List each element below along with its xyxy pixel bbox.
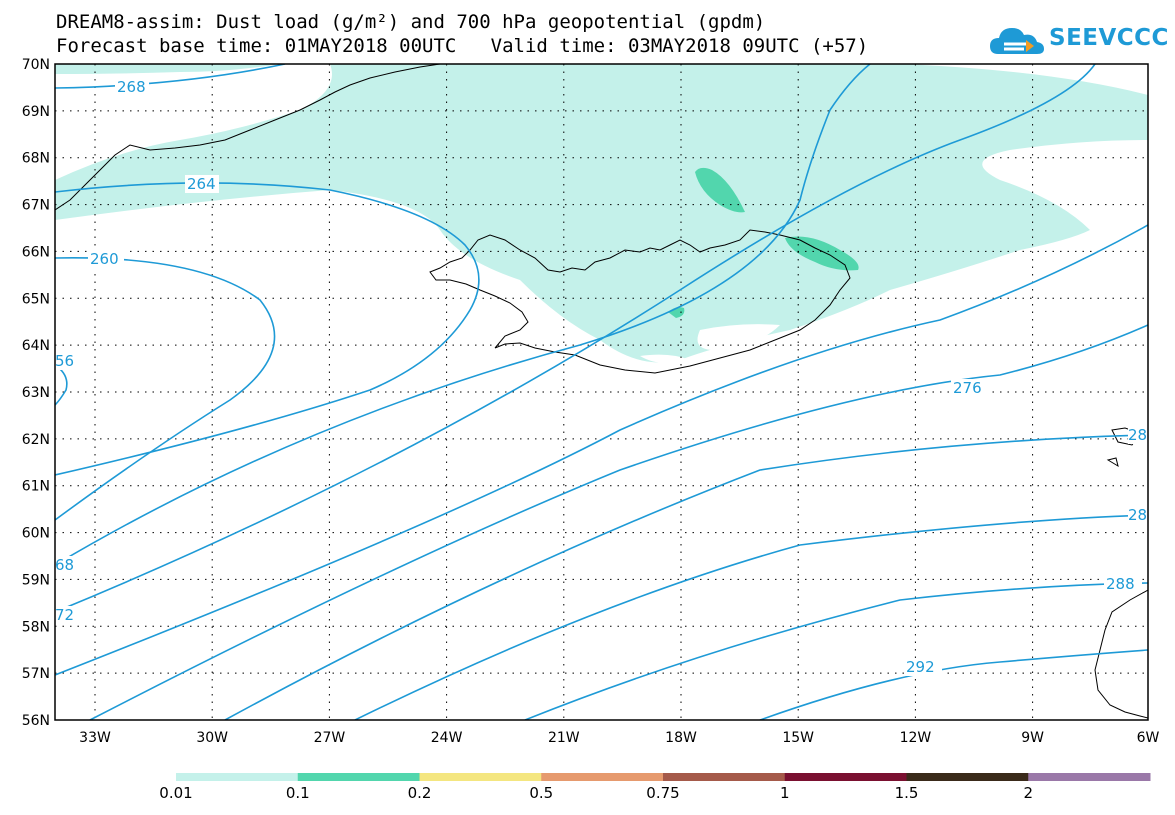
lat-label-56N: 56N [22, 713, 50, 729]
contour-label-284: 28 [1128, 506, 1147, 524]
lon-label-12W: 12W [900, 730, 932, 746]
lat-label-60N: 60N [22, 526, 50, 542]
lon-label-30W: 30W [196, 730, 228, 746]
contour-256 [55, 364, 68, 406]
colorbar-label: 1.5 [894, 784, 919, 802]
lat-label-58N: 58N [22, 619, 50, 635]
lat-label-67N: 67N [22, 198, 50, 214]
lon-label-24W: 24W [431, 730, 463, 746]
colorbar-segment [176, 773, 299, 781]
lon-label-6W: 6W [1137, 730, 1160, 746]
contour-label-276: 276 [953, 379, 982, 397]
colorbar-label: 1 [779, 784, 790, 802]
cloud-logo-icon [990, 28, 1044, 54]
contour-label-288: 288 [1106, 575, 1135, 593]
lon-label-27W: 27W [314, 730, 346, 746]
colorbar-label: 0.75 [646, 784, 680, 802]
contour-label-264: 264 [187, 175, 216, 193]
lon-label-18W: 18W [665, 730, 697, 746]
contour-260 [55, 257, 276, 521]
logo-text: SEEVCCC [1049, 25, 1169, 51]
colorbar-segment [419, 773, 542, 781]
map-frame [54, 63, 1149, 721]
contour-label-272: 72 [55, 606, 74, 624]
contour-label-268-left: 68 [55, 556, 74, 574]
contour-276 [55, 224, 1148, 676]
colorbar-segment [297, 773, 420, 781]
contour-292 [759, 649, 1148, 720]
contour-268 [55, 64, 871, 566]
contour-label-268: 268 [117, 78, 146, 96]
map-title: DREAM8-assim: Dust load (g/m²) and 700 h… [56, 11, 766, 33]
lat-label-63N: 63N [22, 385, 50, 401]
contour-label-280: 28 [1128, 426, 1147, 444]
dust-layer [55, 64, 1148, 364]
lat-label-69N: 69N [22, 104, 50, 120]
iceland-coastline [429, 229, 851, 374]
lat-label-65N: 65N [22, 291, 50, 307]
scotland-coastline [1094, 589, 1148, 719]
map-subtitle: Forecast base time: 01MAY2018 00UTC Vali… [56, 35, 869, 57]
lat-label-57N: 57N [22, 666, 50, 682]
colorbar-segment [663, 773, 786, 781]
contour-268-top [55, 64, 286, 89]
contour-276b [89, 324, 1148, 720]
colorbar-label: 0.01 [159, 784, 193, 802]
lon-label-21W: 21W [548, 730, 580, 746]
colorbar-label: 0.1 [285, 784, 310, 802]
lat-label-64N: 64N [22, 338, 50, 354]
lat-label-70N: 70N [22, 57, 50, 73]
lat-label-68N: 68N [22, 151, 50, 167]
contour-264 [55, 182, 480, 476]
dust-area-mid-1 [695, 167, 745, 213]
colorbar-segment [1028, 773, 1151, 781]
geopotential-contours [55, 64, 1148, 720]
contour-label-292: 292 [906, 658, 935, 676]
dust-area-light-2 [55, 64, 280, 74]
colorbar-segment [906, 773, 1029, 781]
colorbar-label: 2 [1023, 784, 1034, 802]
colorbar-label: 0.2 [407, 784, 432, 802]
lat-label-61N: 61N [22, 479, 50, 495]
contour-272 [55, 64, 1096, 613]
colorbar [176, 773, 1151, 781]
contour-280 [224, 434, 1148, 720]
lat-label-62N: 62N [22, 432, 50, 448]
contour-labels: 268 264 260 56 68 72 276 28 28 288 292 [55, 78, 1150, 676]
contour-284 [354, 514, 1148, 720]
latitude-labels: 70N 69N 68N 67N 66N 65N 64N 63N 62N 61N 60N 59N 58N 5… [22, 57, 50, 729]
colorbar-segment [541, 773, 664, 781]
greenland-coastline [55, 64, 441, 211]
colorbar-label: 0.5 [529, 784, 554, 802]
colorbar-segment [784, 773, 907, 781]
longitude-labels: 33W 30W 27W 24W 21W 18W 15W 12W 9W 6W [79, 730, 1159, 746]
lat-label-66N: 66N [22, 244, 50, 260]
lon-label-9W: 9W [1021, 730, 1044, 746]
contour-288 [524, 582, 1148, 720]
contour-label-256: 56 [55, 352, 74, 370]
lat-label-59N: 59N [22, 572, 50, 588]
dust-area-light [55, 64, 1148, 363]
lon-label-33W: 33W [79, 730, 111, 746]
contour-label-260: 260 [90, 250, 119, 268]
lon-label-15W: 15W [782, 730, 814, 746]
